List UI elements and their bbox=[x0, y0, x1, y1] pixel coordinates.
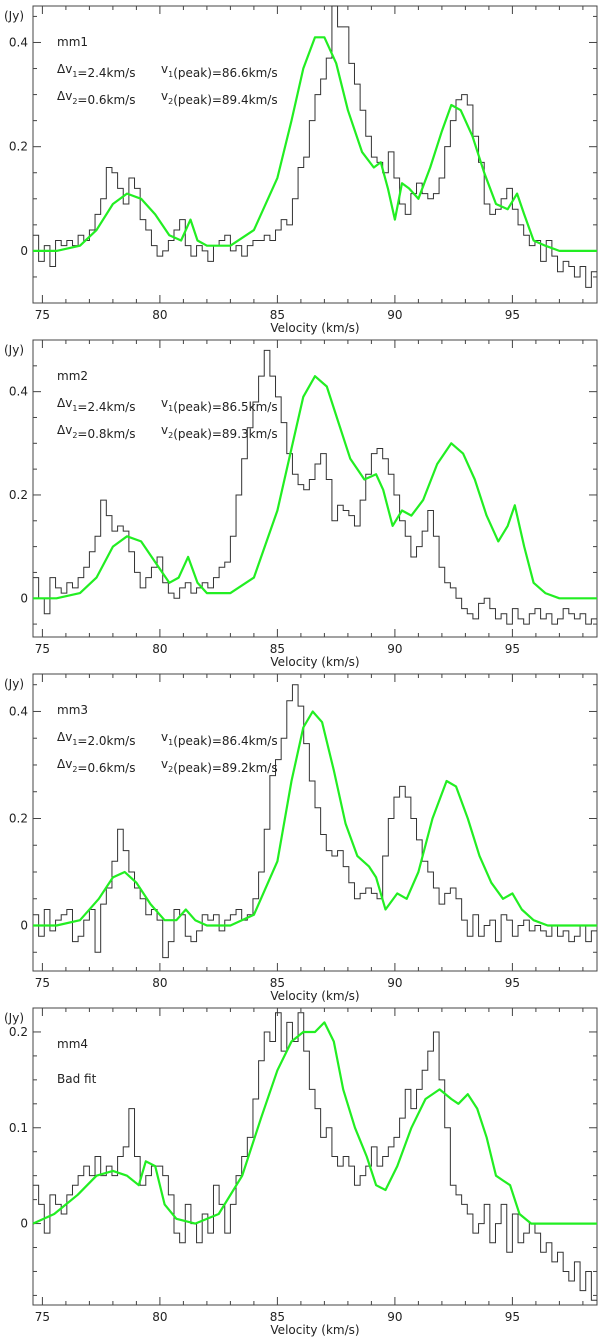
y-tick-label: 0.2 bbox=[9, 140, 28, 154]
x-tick-label: 80 bbox=[152, 1310, 167, 1324]
x-tick-label: 80 bbox=[152, 642, 167, 656]
x-tick-label: 90 bbox=[387, 976, 402, 990]
x-tick-label: 95 bbox=[505, 308, 520, 322]
x-tick-label: 85 bbox=[270, 308, 285, 322]
panel-label: mm3 bbox=[57, 703, 88, 717]
x-tick-label: 85 bbox=[270, 1310, 285, 1324]
y-axis-label: (Jy) bbox=[4, 677, 24, 691]
x-tick-label: 85 bbox=[270, 642, 285, 656]
x-tick-label: 75 bbox=[35, 642, 50, 656]
x-tick-label: 75 bbox=[35, 1310, 50, 1324]
panel-label: mm4 bbox=[57, 1037, 88, 1051]
gaussian-fit-curve bbox=[33, 375, 597, 600]
fit-note: Bad fit bbox=[57, 1072, 97, 1086]
plot-frame bbox=[32, 673, 598, 972]
y-tick-label: 0.4 bbox=[9, 35, 28, 49]
panel-label: mm1 bbox=[57, 35, 88, 49]
x-axis-label: Velocity (km/s) bbox=[270, 321, 359, 335]
y-tick-label: 0.2 bbox=[9, 811, 28, 825]
fit-parameter: Δv1=2.4km/s bbox=[57, 62, 135, 80]
y-tick-label: 0 bbox=[20, 591, 28, 605]
x-tick-label: 75 bbox=[35, 308, 50, 322]
spectrum-panel-mm3: 75 80 85 90 95 0 0.2 0.4 (Jy) Velocity (km/s) mm3 Δ… bbox=[4, 673, 598, 1003]
plot-frame bbox=[32, 339, 598, 638]
y-tick-label: 0.2 bbox=[9, 488, 28, 502]
y-tick-label: 0 bbox=[20, 244, 28, 258]
fit-parameter: v2(peak)=89.2km/s bbox=[161, 757, 278, 775]
plot-frame bbox=[32, 5, 598, 304]
x-axis-label: Velocity (km/s) bbox=[270, 989, 359, 1003]
x-tick-label: 95 bbox=[505, 642, 520, 656]
observed-spectrum-histogram bbox=[33, 5, 597, 288]
observed-spectrum-histogram bbox=[33, 1012, 597, 1301]
x-tick-label: 90 bbox=[387, 308, 402, 322]
fit-parameter: v1(peak)=86.6km/s bbox=[161, 62, 278, 80]
fit-parameter: Δv2=0.8km/s bbox=[57, 423, 135, 441]
x-tick-label: 90 bbox=[387, 1310, 402, 1324]
y-axis-label: (Jy) bbox=[4, 1011, 24, 1025]
fit-parameter: v1(peak)=86.4km/s bbox=[161, 730, 278, 748]
spectrum-panel-mm4: 75 80 85 90 95 0 0.1 0.2(Jy) Velocity (km/s) mm4 B… bbox=[4, 1007, 598, 1337]
x-axis-label: Velocity (km/s) bbox=[270, 1323, 359, 1337]
x-tick-label: 80 bbox=[152, 976, 167, 990]
y-tick-label: 0.2 bbox=[9, 1025, 28, 1039]
gaussian-fit-curve bbox=[33, 36, 597, 252]
x-tick-label: 95 bbox=[505, 1310, 520, 1324]
fit-parameter: Δv1=2.0km/s bbox=[57, 730, 135, 748]
plot-frame bbox=[32, 1007, 598, 1306]
y-tick-label: 0 bbox=[20, 919, 28, 933]
gaussian-fit-curve bbox=[32, 1021, 597, 1225]
x-tick-label: 95 bbox=[505, 976, 520, 990]
fit-parameter: v1(peak)=86.5km/s bbox=[161, 396, 278, 414]
fit-parameter: v2(peak)=89.4km/s bbox=[161, 89, 278, 107]
x-axis-label: Velocity (km/s) bbox=[270, 655, 359, 669]
spectrum-panel-mm2: 75 80 85 90 95 0 0.2 0.4 (Jy) Velocity (km/s) mm2 Δ… bbox=[4, 339, 598, 669]
y-tick-label: 0 bbox=[20, 1217, 28, 1231]
fit-parameter: Δv2=0.6km/s bbox=[57, 89, 135, 107]
y-tick-label: 0.4 bbox=[9, 704, 28, 718]
x-tick-label: 80 bbox=[152, 308, 167, 322]
x-tick-label: 90 bbox=[387, 642, 402, 656]
y-axis-label: (Jy) bbox=[4, 343, 24, 357]
observed-spectrum-histogram bbox=[33, 684, 597, 959]
fit-parameter: Δv1=2.4km/s bbox=[57, 396, 135, 414]
x-tick-label: 85 bbox=[270, 976, 285, 990]
y-tick-label: 0.4 bbox=[9, 385, 28, 399]
y-axis-label: (Jy) bbox=[4, 9, 24, 23]
fit-parameter: v2(peak)=89.3km/s bbox=[161, 423, 278, 441]
y-tick-label: 0.1 bbox=[9, 1121, 28, 1135]
observed-spectrum-histogram bbox=[33, 349, 597, 625]
fit-parameter: Δv2=0.6km/s bbox=[57, 757, 135, 775]
spectrum-panel-mm1: 75 80 85 90 95 0 0.2 0.4 (Jy) Velocity (km/s) mm1 Δ… bbox=[4, 5, 598, 335]
gaussian-fit-curve bbox=[33, 710, 597, 927]
x-tick-label: 75 bbox=[35, 976, 50, 990]
panel-label: mm2 bbox=[57, 369, 88, 383]
